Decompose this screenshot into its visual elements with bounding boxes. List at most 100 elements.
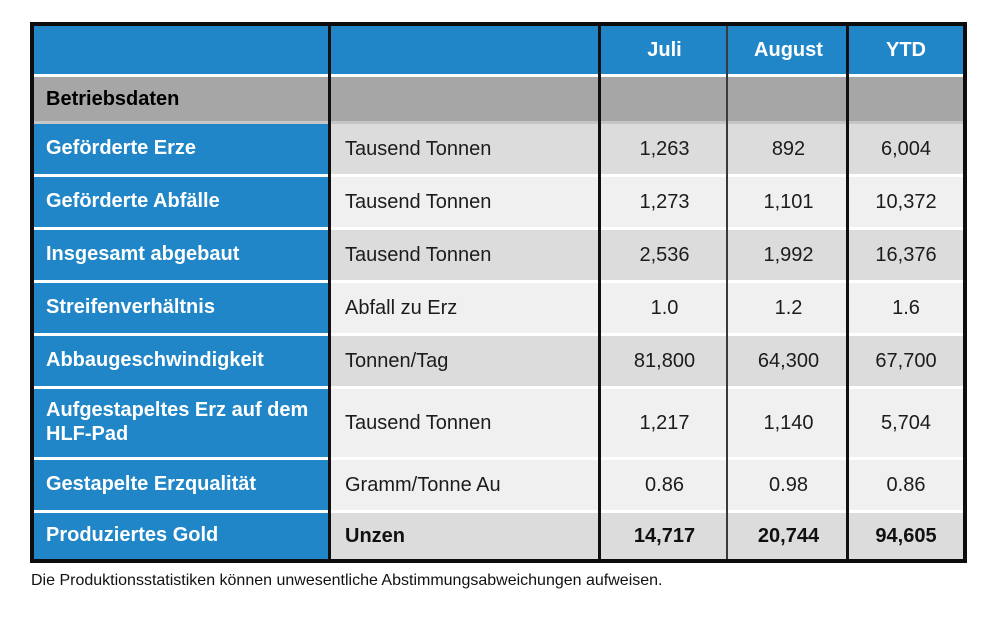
value-juli: 0.86 xyxy=(645,473,684,496)
footnote-text: Die Produktionsstatistiken können unwese… xyxy=(31,572,663,589)
table-row: Insgesamt abgebaut Tausend Tonnen 2,536 … xyxy=(34,227,963,280)
value-cell-august: 0.98 xyxy=(728,460,849,510)
unit-cell: Abfall zu Erz xyxy=(331,283,601,333)
value-ytd: 6,004 xyxy=(880,137,932,160)
production-statistics-table: Juli August YTD Betriebsdaten Geförderte… xyxy=(30,22,967,563)
value-cell-juli: 14,717 xyxy=(601,513,728,559)
unit-text: Tausend Tonnen xyxy=(345,411,492,434)
value-juli: 1,263 xyxy=(639,137,690,160)
value-cell-august: 1,101 xyxy=(728,177,849,227)
row-label: Geförderte Abfälle xyxy=(46,190,220,213)
value-cell-juli: 81,800 xyxy=(601,336,728,386)
column-header-ytd-label: YTD xyxy=(886,38,926,61)
unit-text: Unzen xyxy=(345,524,405,547)
unit-text: Tausend Tonnen xyxy=(345,243,492,266)
value-cell-august: 1,992 xyxy=(728,230,849,280)
row-header-cell: Geförderte Erze xyxy=(34,124,331,174)
value-juli: 81,800 xyxy=(633,349,696,372)
value-ytd: 94,605 xyxy=(875,524,937,547)
row-header-cell: Streifenverhältnis xyxy=(34,283,331,333)
section-header-label: Betriebsdaten xyxy=(46,87,180,110)
value-august: 0.98 xyxy=(769,473,808,496)
section-empty-cell xyxy=(849,77,963,121)
unit-text: Gramm/Tonne Au xyxy=(345,473,501,496)
section-empty-cell xyxy=(728,77,849,121)
value-august: 892 xyxy=(771,137,806,160)
value-juli: 14,717 xyxy=(633,524,696,547)
value-ytd: 1.6 xyxy=(892,296,920,319)
value-cell-juli: 1,263 xyxy=(601,124,728,174)
value-august: 64,300 xyxy=(757,349,820,372)
value-juli: 1,217 xyxy=(639,411,690,434)
value-cell-juli: 0.86 xyxy=(601,460,728,510)
value-august: 1.2 xyxy=(774,296,803,319)
value-cell-august: 64,300 xyxy=(728,336,849,386)
value-cell-ytd: 0.86 xyxy=(849,460,963,510)
column-divider xyxy=(726,26,728,559)
row-header-cell: Abbaugeschwindigkeit xyxy=(34,336,331,386)
value-cell-ytd: 94,605 xyxy=(849,513,963,559)
value-ytd: 0.86 xyxy=(886,473,926,496)
section-header-row: Betriebsdaten xyxy=(34,74,963,121)
column-header-juli-label: Juli xyxy=(647,38,682,61)
row-header-cell: Geförderte Abfälle xyxy=(34,177,331,227)
row-label: Geförderte Erze xyxy=(46,137,197,160)
row-label: Gestapelte Erzqualität xyxy=(46,473,257,496)
value-ytd: 5,704 xyxy=(880,411,932,434)
value-juli: 1.0 xyxy=(650,296,679,319)
value-juli: 1,273 xyxy=(639,190,690,213)
value-cell-august: 1.2 xyxy=(728,283,849,333)
value-cell-august: 892 xyxy=(728,124,849,174)
table-row: Streifenverhältnis Abfall zu Erz 1.0 1.2… xyxy=(34,280,963,333)
table-row-total: Produziertes Gold Unzen 14,717 20,744 94… xyxy=(34,510,963,559)
column-divider xyxy=(846,26,849,559)
section-empty-cell xyxy=(331,77,601,121)
column-header-august-label: August xyxy=(754,38,823,61)
unit-cell: Tonnen/Tag xyxy=(331,336,601,386)
value-cell-august: 20,744 xyxy=(728,513,849,559)
value-cell-august: 1,140 xyxy=(728,389,849,457)
value-cell-juli: 1,273 xyxy=(601,177,728,227)
unit-cell: Tausend Tonnen xyxy=(331,177,601,227)
column-divider xyxy=(328,26,331,559)
table-row: Abbaugeschwindigkeit Tonnen/Tag 81,800 6… xyxy=(34,333,963,386)
unit-cell: Unzen xyxy=(331,513,601,559)
unit-text: Tausend Tonnen xyxy=(345,190,492,213)
value-august: 1,992 xyxy=(763,243,814,266)
value-cell-ytd: 16,376 xyxy=(849,230,963,280)
value-cell-juli: 1.0 xyxy=(601,283,728,333)
value-august: 1,140 xyxy=(763,411,814,434)
value-ytd: 16,376 xyxy=(875,243,937,266)
value-cell-ytd: 1.6 xyxy=(849,283,963,333)
value-ytd: 10,372 xyxy=(875,190,937,213)
value-cell-ytd: 10,372 xyxy=(849,177,963,227)
row-label: Insgesamt abgebaut xyxy=(46,243,240,266)
unit-cell: Tausend Tonnen xyxy=(331,124,601,174)
header-empty-label-cell xyxy=(34,26,331,74)
table-row: Geförderte Erze Tausend Tonnen 1,263 892… xyxy=(34,121,963,174)
table-header-row: Juli August YTD xyxy=(34,26,963,74)
row-label: Aufgestapeltes Erz auf dem HLF-Pad xyxy=(46,399,309,445)
row-header-cell: Aufgestapeltes Erz auf dem HLF-Pad xyxy=(34,389,331,457)
value-august: 20,744 xyxy=(757,524,820,547)
table-row: Gestapelte Erzqualität Gramm/Tonne Au 0.… xyxy=(34,457,963,510)
column-header-august: August xyxy=(728,26,849,74)
value-august: 1,101 xyxy=(763,190,814,213)
column-header-ytd: YTD xyxy=(849,26,963,74)
unit-text: Tausend Tonnen xyxy=(345,137,492,160)
table-row: Geförderte Abfälle Tausend Tonnen 1,273 … xyxy=(34,174,963,227)
unit-text: Abfall zu Erz xyxy=(345,296,458,319)
value-cell-ytd: 6,004 xyxy=(849,124,963,174)
column-divider xyxy=(598,26,601,559)
value-cell-ytd: 5,704 xyxy=(849,389,963,457)
unit-cell: Gramm/Tonne Au xyxy=(331,460,601,510)
row-label: Streifenverhältnis xyxy=(46,296,215,319)
value-ytd: 67,700 xyxy=(875,349,937,372)
unit-cell: Tausend Tonnen xyxy=(331,230,601,280)
row-label: Abbaugeschwindigkeit xyxy=(46,349,264,372)
value-juli: 2,536 xyxy=(639,243,690,266)
section-empty-cell xyxy=(601,77,728,121)
section-header-cell: Betriebsdaten xyxy=(34,77,331,121)
row-header-cell: Produziertes Gold xyxy=(34,513,331,559)
unit-cell: Tausend Tonnen xyxy=(331,389,601,457)
